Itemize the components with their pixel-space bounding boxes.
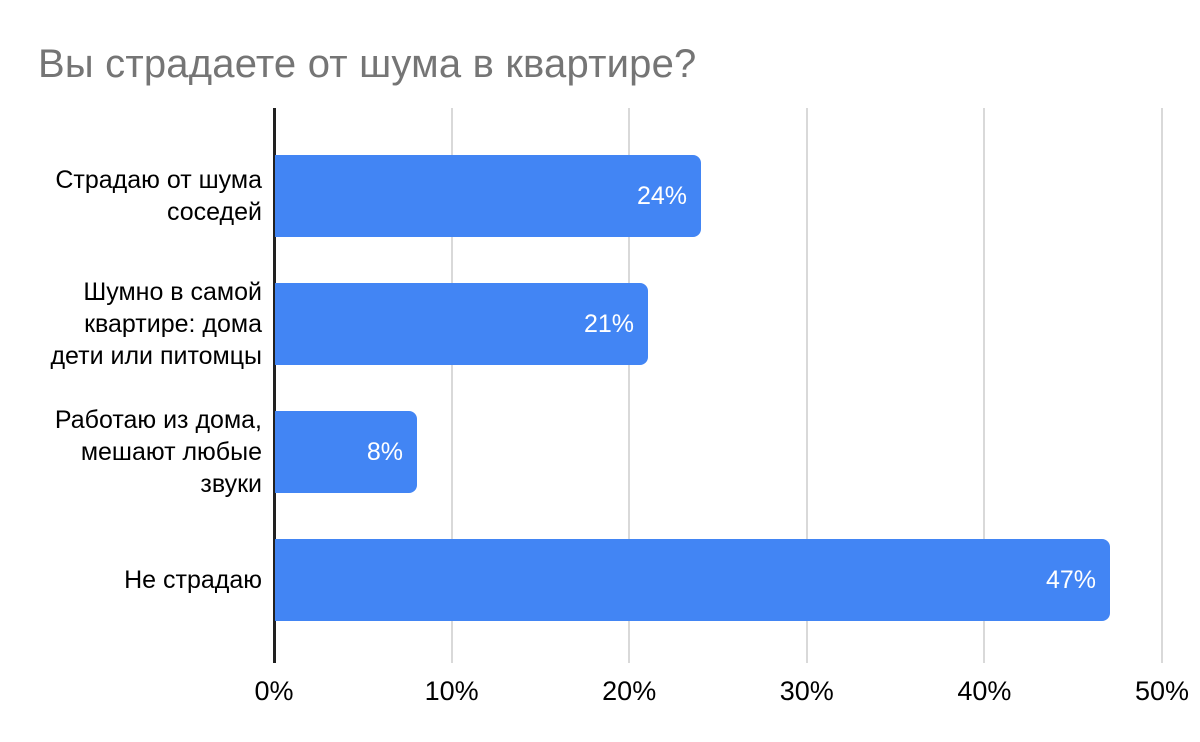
x-tick-label: 0%	[254, 676, 294, 706]
category-label: Страдаю от шума соседей	[55, 166, 262, 226]
plot-area: 24% 21% 8% 47%	[273, 108, 1164, 663]
chart-title: Вы страдаете от шума в квартире?	[38, 42, 697, 86]
y-axis-line	[273, 108, 276, 663]
bar-data-label: 21%	[583, 309, 634, 338]
gridline	[628, 108, 631, 663]
gridline	[805, 108, 808, 663]
gridline	[1161, 108, 1163, 663]
category-label: Работаю из дома, мешают любые звуки	[54, 406, 262, 498]
x-tick-label: 20%	[602, 676, 657, 706]
x-axis-labels: 0% 10% 20% 30% 40% 50%	[0, 676, 1200, 710]
gridline	[983, 108, 986, 663]
bar: 8%	[275, 411, 417, 493]
x-tick-label: 30%	[779, 676, 834, 706]
bar-data-label: 8%	[366, 437, 403, 466]
bar: 24%	[275, 155, 701, 237]
category-axis-labels: Страдаю от шума соседей Шумно в самой кварт…	[30, 0, 262, 742]
bar-data-label: 47%	[1045, 565, 1096, 594]
gridline	[450, 108, 453, 663]
x-tick-label: 10%	[424, 676, 479, 706]
bar-data-label: 24%	[636, 181, 687, 210]
bar: 47%	[275, 539, 1110, 621]
bar: 21%	[275, 283, 648, 365]
x-tick-label: 50%	[1134, 676, 1190, 706]
x-tick-label: 40%	[957, 676, 1012, 706]
category-label: Не страдаю	[124, 566, 262, 594]
category-label: Шумно в самой квартире: дома дети или пито…	[50, 278, 262, 370]
